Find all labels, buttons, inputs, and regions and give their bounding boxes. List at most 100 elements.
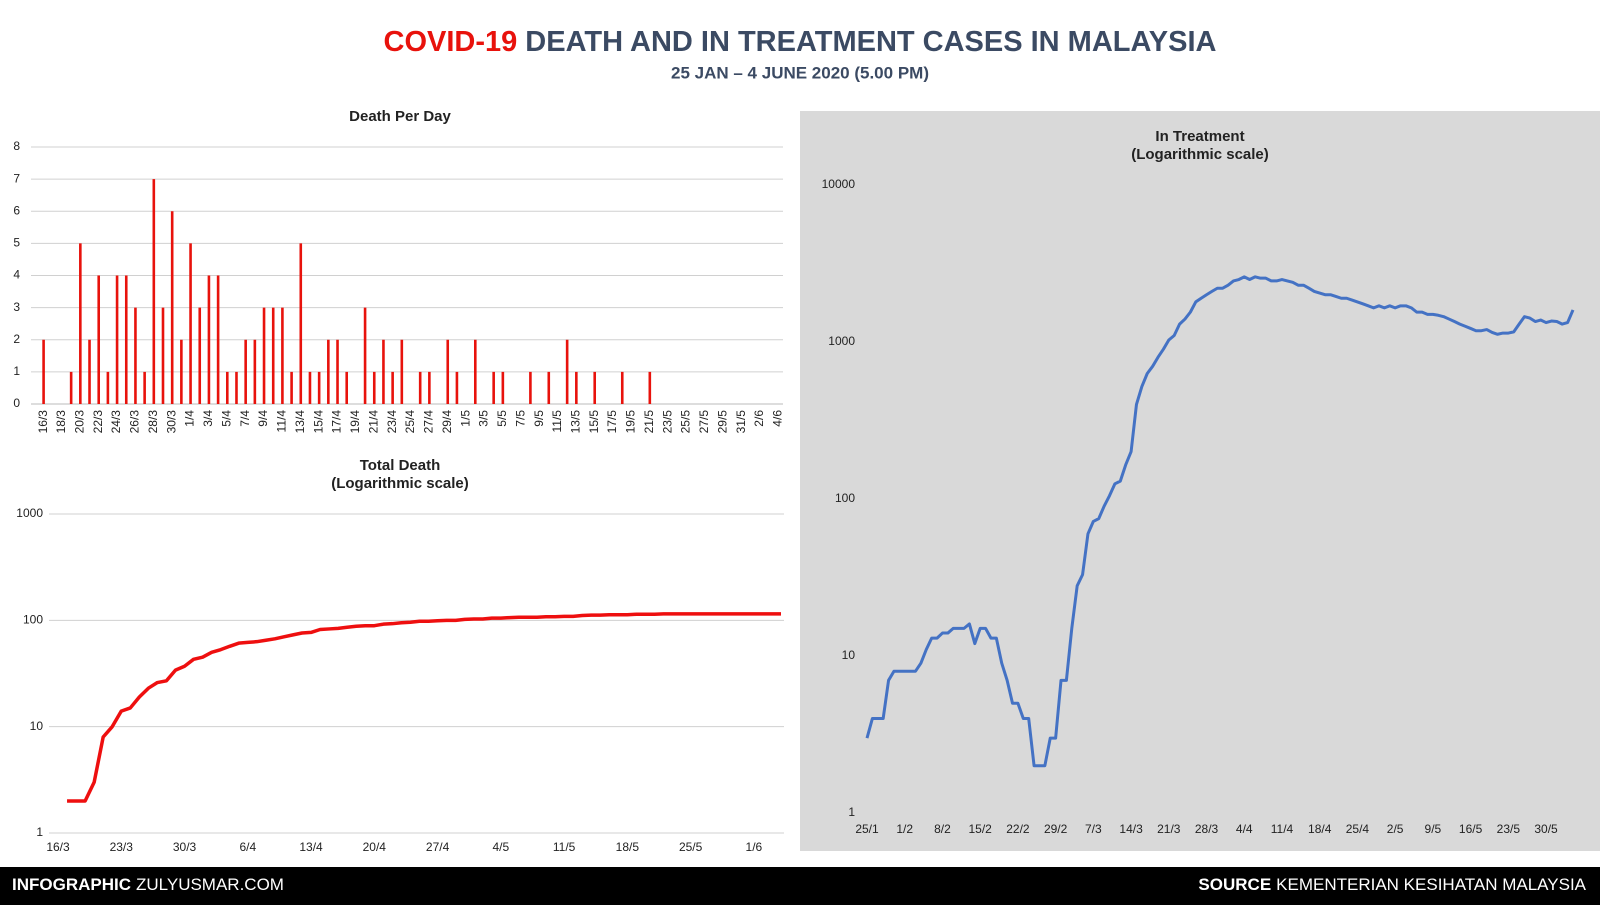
x-tick-label: 16/3	[36, 410, 50, 434]
bar	[418, 371, 422, 404]
bar	[336, 339, 339, 404]
x-tick-label: 22/2	[1006, 822, 1030, 836]
bar	[42, 339, 45, 404]
x-tick-label: 23/5	[1497, 822, 1521, 836]
x-tick-label: 27/4	[426, 840, 450, 854]
chart-subtitle: (Logarithmic scale)	[1131, 146, 1269, 163]
bar	[299, 243, 303, 404]
x-tick-label: 25/1	[855, 822, 879, 836]
bar	[262, 307, 266, 404]
x-tick-label: 11/4	[275, 410, 289, 433]
y-tick-label: 4	[13, 268, 20, 282]
x-tick-label: 1/6	[746, 840, 763, 854]
y-tick-label: 2	[13, 332, 20, 346]
y-tick-label: 3	[13, 300, 20, 314]
x-tick-label: 15/2	[968, 822, 992, 836]
y-tick-label: 6	[13, 203, 20, 217]
x-tick-label: 18/3	[54, 410, 68, 434]
x-tick-label: 2/6	[752, 410, 766, 427]
x-tick-label: 3/4	[201, 410, 215, 427]
bar	[345, 371, 349, 404]
bar	[382, 339, 385, 404]
bar	[180, 339, 183, 404]
x-tick-label: 4/5	[492, 840, 509, 854]
x-tick-label: 20/3	[73, 410, 87, 434]
x-tick-label: 11/5	[553, 840, 576, 854]
x-tick-label: 11/4	[1271, 822, 1294, 836]
x-tick-label: 8/2	[934, 822, 951, 836]
y-tick-label: 1	[36, 825, 43, 839]
bar	[244, 339, 247, 404]
x-tick-label: 19/4	[348, 410, 362, 434]
x-tick-label: 29/5	[715, 410, 729, 434]
title-highlight: COVID-19	[384, 26, 518, 58]
x-tick-label: 25/4	[403, 410, 417, 434]
bar	[225, 371, 229, 404]
x-tick-label: 1/2	[896, 822, 913, 836]
x-tick-label: 4/6	[771, 410, 785, 427]
data-line	[67, 612, 781, 803]
x-tick-label: 16/3	[46, 840, 70, 854]
x-tick-label: 4/4	[1236, 822, 1253, 836]
bar	[620, 371, 624, 404]
bar	[271, 307, 275, 404]
footer-right-label: SOURCE	[1198, 875, 1271, 894]
bar	[372, 371, 376, 404]
x-tick-label: 2/5	[1387, 822, 1404, 836]
x-tick-label: 23/4	[385, 410, 399, 434]
bar	[161, 307, 165, 404]
bar	[290, 371, 293, 404]
chart-subtitle: (Logarithmic scale)	[331, 475, 469, 492]
x-tick-label: 18/4	[1308, 822, 1332, 836]
y-tick-label: 1	[848, 805, 855, 819]
bar	[501, 371, 505, 404]
bar	[400, 339, 404, 404]
bar	[88, 339, 91, 404]
y-tick-label: 10	[30, 719, 44, 733]
bar	[115, 275, 119, 404]
footer-left-text: ZULYUSMAR.COM	[136, 875, 284, 894]
bar	[207, 275, 211, 404]
x-tick-label: 9/5	[1425, 822, 1442, 836]
x-tick-label: 17/4	[330, 410, 344, 434]
bar	[363, 307, 367, 404]
bar	[124, 275, 128, 404]
y-tick-label: 7	[13, 171, 20, 185]
bar	[69, 371, 73, 404]
bar	[79, 243, 82, 404]
bar	[143, 371, 146, 404]
x-tick-label: 31/5	[734, 410, 748, 434]
bar	[529, 371, 532, 404]
panel-background	[800, 111, 1600, 851]
x-tick-label: 3/5	[477, 410, 491, 427]
x-tick-label: 15/4	[311, 410, 325, 434]
bar	[106, 371, 110, 404]
x-tick-label: 1/4	[183, 410, 197, 427]
x-tick-label: 9/5	[532, 410, 546, 427]
x-tick-label: 5/4	[219, 410, 233, 427]
chart-title: Death Per Day	[349, 108, 451, 125]
bar	[235, 371, 238, 404]
bar	[317, 371, 321, 404]
y-tick-label: 10000	[822, 177, 856, 191]
bar	[308, 371, 312, 404]
x-tick-label: 14/3	[1119, 822, 1143, 836]
bar	[170, 211, 174, 404]
x-tick-label: 21/3	[1157, 822, 1181, 836]
bar	[391, 371, 394, 404]
bar	[492, 371, 495, 404]
x-tick-label: 30/3	[173, 840, 197, 854]
bar	[198, 307, 202, 404]
x-tick-label: 7/3	[1085, 822, 1102, 836]
bar	[593, 371, 597, 404]
y-tick-label: 5	[13, 236, 20, 250]
bar	[134, 307, 137, 404]
x-tick-label: 18/5	[616, 840, 640, 854]
footer-right-text: KEMENTERIAN KESIHATAN MALAYSIA	[1276, 875, 1587, 894]
x-tick-label: 30/5	[1534, 822, 1558, 836]
chart-title: Total Death	[360, 457, 441, 474]
bar	[648, 371, 652, 404]
footer-right: SOURCE KEMENTERIAN KESIHATAN MALAYSIA	[1198, 875, 1586, 894]
